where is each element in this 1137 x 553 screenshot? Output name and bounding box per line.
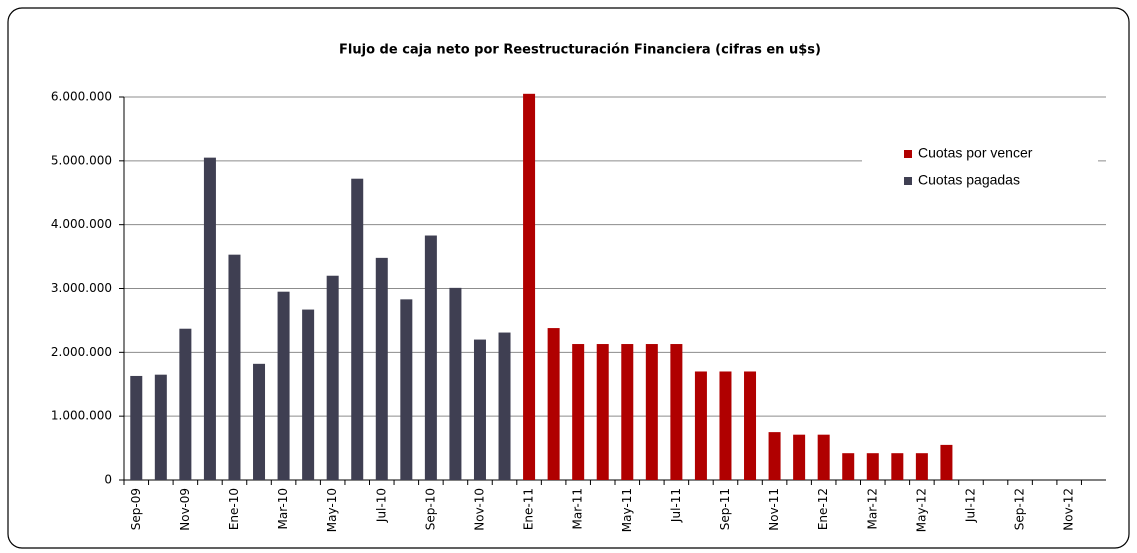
legend-swatch	[904, 150, 912, 158]
x-tick-label: May-12	[914, 488, 928, 532]
bar	[915, 453, 928, 480]
x-tick-label: Sep-11	[718, 488, 732, 530]
legend-label: Cuotas por vencer	[918, 145, 1033, 161]
y-tick-label: 1.000.000	[51, 409, 112, 423]
x-tick-label: May-11	[620, 488, 634, 532]
bar	[130, 375, 143, 480]
x-tick-label: Mar-12	[865, 488, 879, 529]
x-tick-label: Sep-12	[1013, 488, 1027, 530]
bar	[228, 254, 241, 480]
x-tick-label: Nov-11	[767, 488, 781, 531]
bar	[424, 235, 437, 480]
bar	[375, 257, 388, 480]
chart-title: Flujo de caja neto por Reestructuración …	[339, 43, 821, 58]
legend-label: Cuotas pagadas	[918, 172, 1020, 188]
y-tick-label: 5.000.000	[51, 153, 112, 167]
x-tick-label: May-10	[325, 488, 339, 532]
bar	[719, 371, 732, 480]
bar	[351, 178, 364, 480]
x-tick-label: Ene-10	[227, 488, 241, 530]
y-tick-label: 3.000.000	[51, 281, 112, 295]
bar	[670, 344, 683, 480]
bar	[449, 287, 462, 480]
chart-frame	[7, 7, 1130, 549]
bar	[621, 344, 634, 480]
bar	[744, 371, 757, 480]
bar	[302, 309, 315, 480]
x-tick-label: Jul-11	[669, 488, 683, 523]
bar	[400, 299, 413, 480]
bar	[694, 371, 707, 480]
bar	[498, 332, 511, 480]
bar	[842, 453, 855, 480]
x-tick-label: Sep-10	[423, 488, 437, 530]
bar	[572, 344, 585, 480]
bar	[473, 339, 486, 480]
y-tick-label: 6.000.000	[51, 90, 112, 104]
x-tick-label: Ene-12	[816, 488, 830, 530]
y-tick-label: 0	[104, 473, 112, 487]
x-tick-label: Sep-09	[129, 488, 143, 530]
bar	[940, 444, 953, 480]
x-tick-label: Mar-10	[276, 488, 290, 529]
bar	[891, 453, 904, 480]
bar	[154, 374, 167, 480]
x-tick-label: Ene-11	[522, 488, 536, 530]
bar	[768, 432, 781, 480]
bar	[179, 328, 192, 480]
bar	[645, 344, 658, 480]
bar	[596, 344, 609, 480]
bar	[817, 434, 830, 480]
x-tick-label: Jul-10	[374, 488, 388, 523]
x-tick-label: Nov-12	[1062, 488, 1076, 531]
legend-swatch	[904, 177, 912, 185]
bar	[866, 453, 879, 480]
x-tick-label: Nov-10	[472, 488, 486, 531]
x-tick-label: Nov-09	[178, 488, 192, 531]
y-tick-label: 2.000.000	[51, 345, 112, 359]
bar	[203, 157, 216, 480]
x-tick-label: Jul-12	[963, 488, 977, 523]
x-tick-label: Mar-11	[571, 488, 585, 529]
y-tick-label: 4.000.000	[51, 217, 112, 231]
bar	[547, 328, 560, 480]
bar	[253, 363, 266, 480]
bar	[793, 434, 806, 480]
bar	[326, 275, 339, 480]
bar	[523, 93, 536, 480]
bar	[277, 291, 290, 480]
legend-box	[862, 138, 1098, 188]
